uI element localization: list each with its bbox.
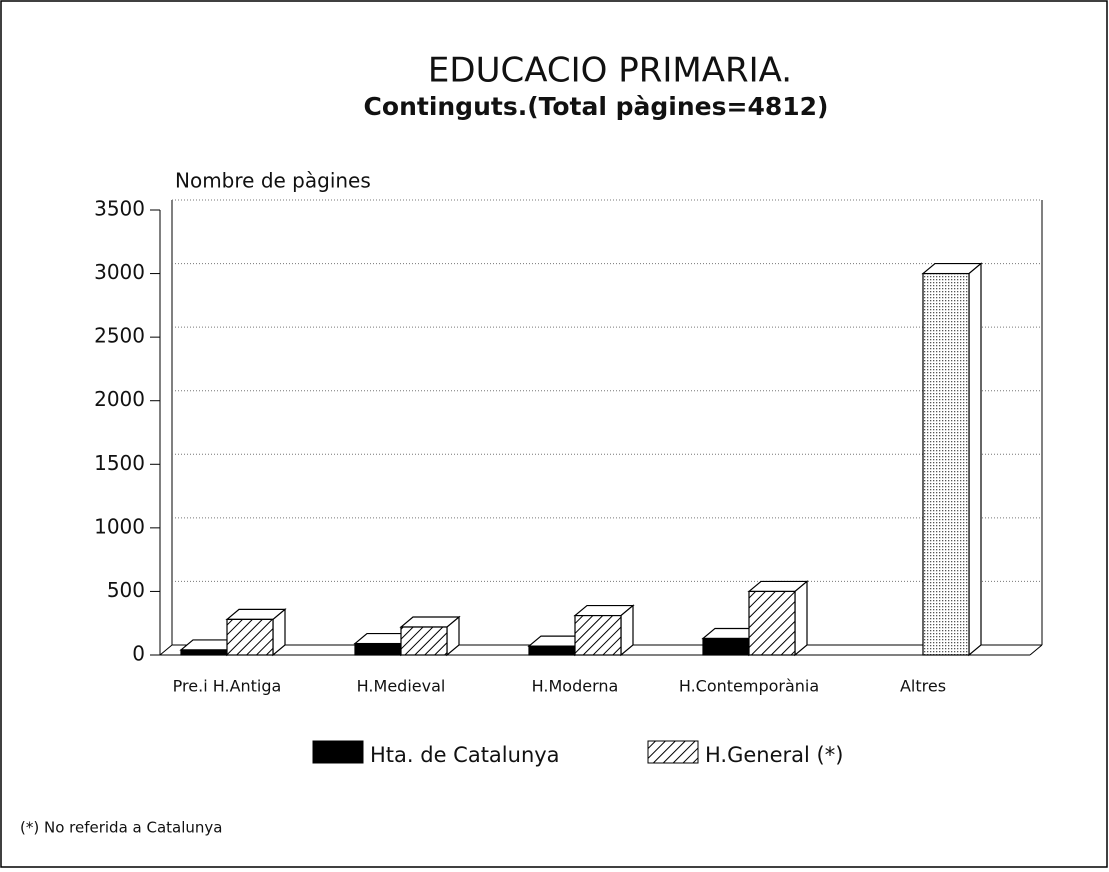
bar-face (794, 580, 808, 657)
x-tick-label: Pre.i H.Antiga (173, 677, 282, 696)
y-tick-label: 2500 (94, 324, 145, 348)
x-axis (1029, 644, 1043, 656)
bar (747, 580, 809, 657)
bar-face (528, 645, 576, 656)
bar-face (748, 590, 796, 656)
legend-swatch (647, 740, 699, 764)
legend-label: Hta. de Catalunya (370, 743, 560, 767)
x-tick-label: H.Moderna (532, 677, 619, 696)
y-axis-label: Nombre de pàgines (175, 169, 371, 193)
legend-label: H.General (*) (705, 743, 843, 767)
bar-face (702, 637, 750, 656)
bar-face (226, 618, 274, 656)
y-tick-label: 3500 (94, 197, 145, 221)
chart-title: EDUCACIO PRIMARIA. (428, 51, 792, 91)
bar (225, 608, 287, 657)
x-tick-label: H.Contemporània (679, 677, 819, 696)
bar-face (574, 614, 622, 656)
bar-face (400, 626, 448, 656)
y-axis (159, 644, 173, 656)
bar-face (354, 642, 402, 656)
bar (921, 262, 983, 657)
y-tick-label: 2000 (94, 387, 145, 411)
y-tick-label: 1500 (94, 451, 145, 475)
bar (701, 627, 763, 657)
chart-subtitle: Continguts.(Total pàgines=4812) (364, 92, 829, 121)
bar-face (180, 649, 228, 656)
y-tick-label: 3000 (94, 260, 145, 284)
bar (573, 604, 635, 657)
x-tick-label: H.Medieval (357, 677, 446, 696)
x-tick-label: Altres (900, 677, 946, 696)
y-tick-label: 500 (107, 578, 145, 602)
footnote: (*) No referida a Catalunya (20, 819, 222, 837)
legend-swatch (312, 740, 364, 764)
y-tick-label: 1000 (94, 514, 145, 538)
y-tick-label: 0 (132, 642, 145, 666)
bar-face (968, 262, 982, 657)
bar (399, 615, 461, 657)
bar-face (922, 272, 970, 656)
